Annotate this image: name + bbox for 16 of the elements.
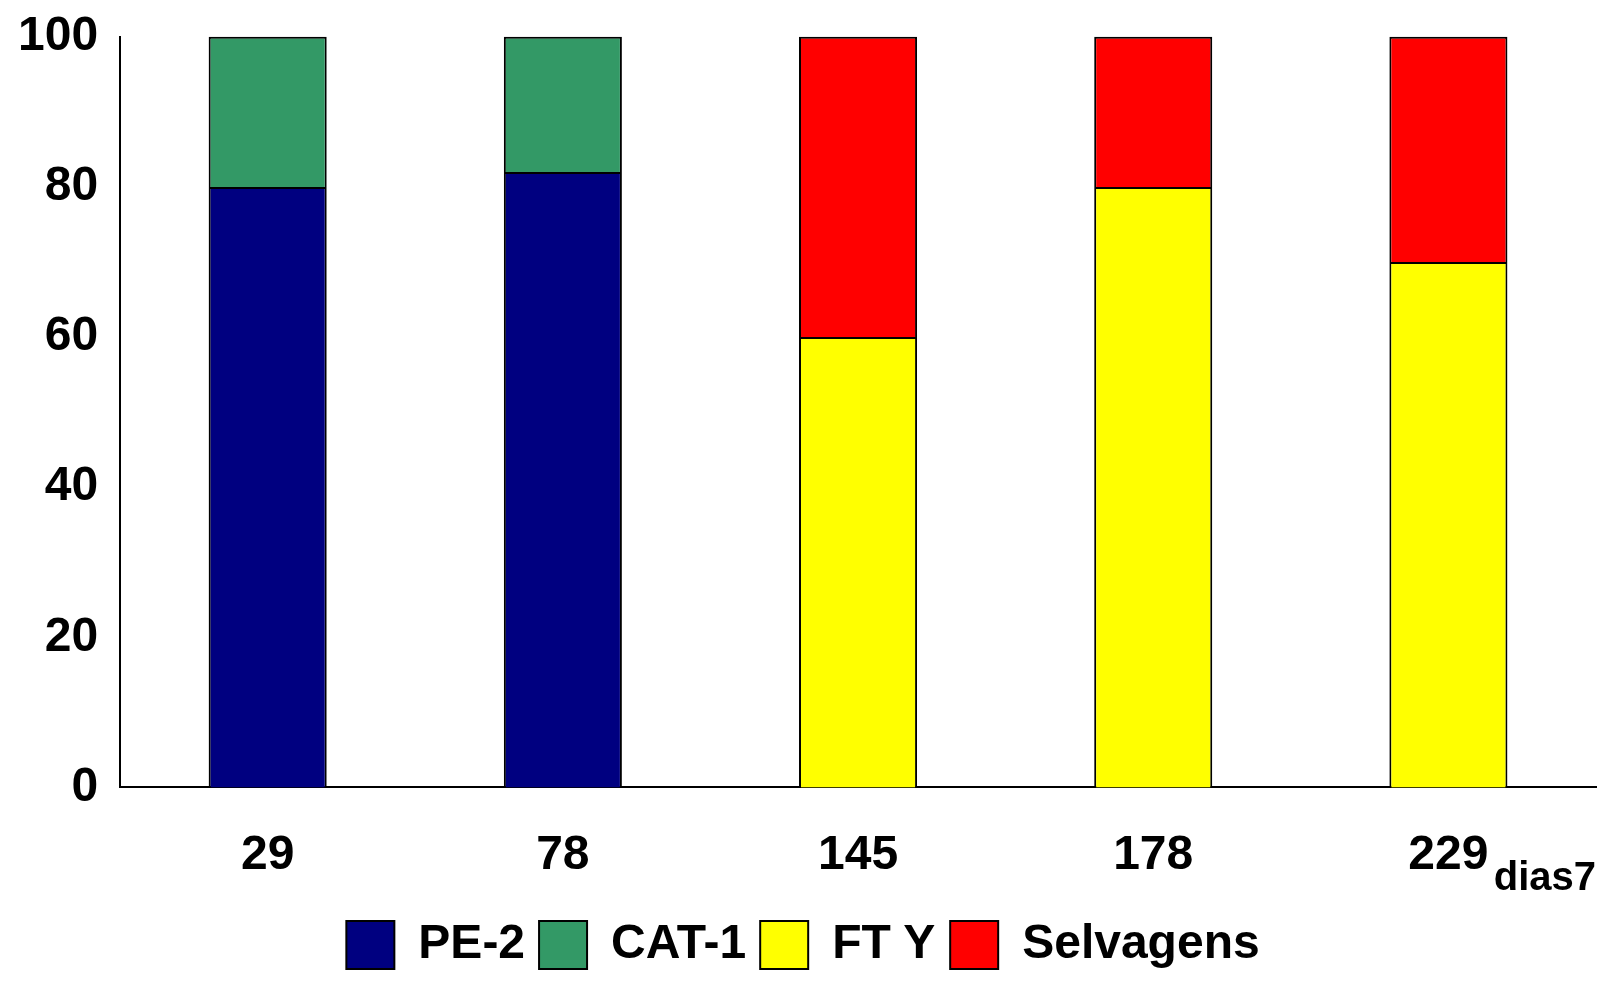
- legend-label: FT Y: [832, 915, 936, 969]
- y-tick-label: 20: [44, 607, 99, 661]
- x-tick-label: 78: [536, 826, 590, 880]
- x-tick-label: 178: [1113, 826, 1194, 880]
- legend-label: Selvagens: [1022, 915, 1260, 969]
- y-tick-label: 80: [44, 157, 99, 211]
- x-tick-label: 29: [240, 826, 295, 880]
- x-axis-title: dias7: [1493, 854, 1596, 899]
- legend-label: CAT-1: [611, 915, 747, 969]
- y-tick-label: 100: [17, 7, 99, 61]
- x-tick-label: 229: [1408, 826, 1489, 880]
- y-tick-label: 0: [71, 757, 99, 811]
- x-tick-label: 145: [818, 826, 899, 880]
- y-tick-label: 40: [44, 457, 99, 511]
- y-tick-label: 60: [44, 307, 99, 361]
- legend-label: PE-2: [418, 915, 526, 969]
